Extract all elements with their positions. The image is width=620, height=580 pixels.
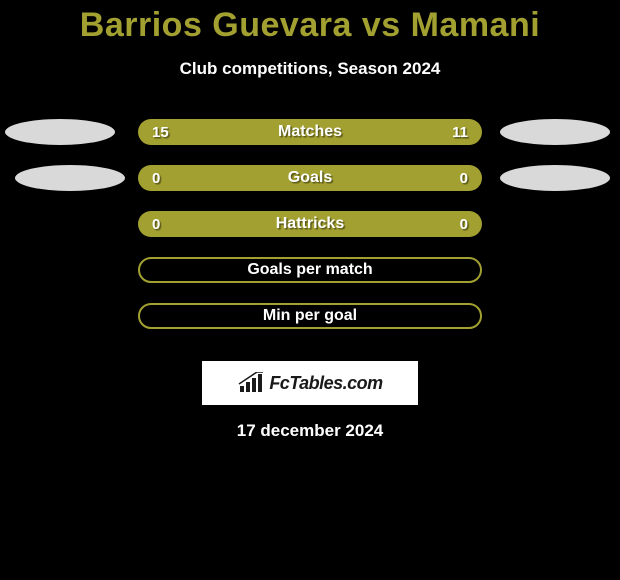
stat-bar: 0Goals0 (138, 165, 482, 191)
stat-row: 0Hattricks0 (0, 211, 620, 257)
player-marker-right (500, 119, 610, 145)
stat-value-right: 11 (452, 124, 468, 141)
stat-row: Goals per match (0, 257, 620, 303)
stat-bar: 0Hattricks0 (138, 211, 482, 237)
player-marker-left (15, 165, 125, 191)
stat-bar: Min per goal (138, 303, 482, 329)
logo-box: FcTables.com (202, 361, 418, 405)
stat-row: Min per goal (0, 303, 620, 349)
stat-value-left: 15 (152, 124, 169, 141)
stat-label: Min per goal (140, 307, 480, 325)
stat-row: 0Goals0 (0, 165, 620, 211)
stat-bar: 15Matches11 (138, 119, 482, 145)
stat-rows: 15Matches110Goals00Hattricks0Goals per m… (0, 119, 620, 349)
date-text: 17 december 2024 (0, 421, 620, 441)
chart-icon (237, 372, 265, 394)
player-marker-right (500, 165, 610, 191)
stat-bar: Goals per match (138, 257, 482, 283)
player-marker-left (5, 119, 115, 145)
stat-row: 15Matches11 (0, 119, 620, 165)
stat-value-left: 0 (152, 216, 160, 233)
page-title: Barrios Guevara vs Mamani (0, 0, 620, 45)
stat-value-left: 0 (152, 170, 160, 187)
stat-label: Hattricks (138, 215, 482, 233)
stat-value-right: 0 (460, 170, 468, 187)
stat-label: Goals per match (140, 261, 480, 279)
logo-text: FcTables.com (269, 373, 382, 394)
stat-value-right: 0 (460, 216, 468, 233)
stat-label: Goals (138, 169, 482, 187)
stat-label: Matches (138, 123, 482, 141)
subtitle: Club competitions, Season 2024 (0, 59, 620, 79)
